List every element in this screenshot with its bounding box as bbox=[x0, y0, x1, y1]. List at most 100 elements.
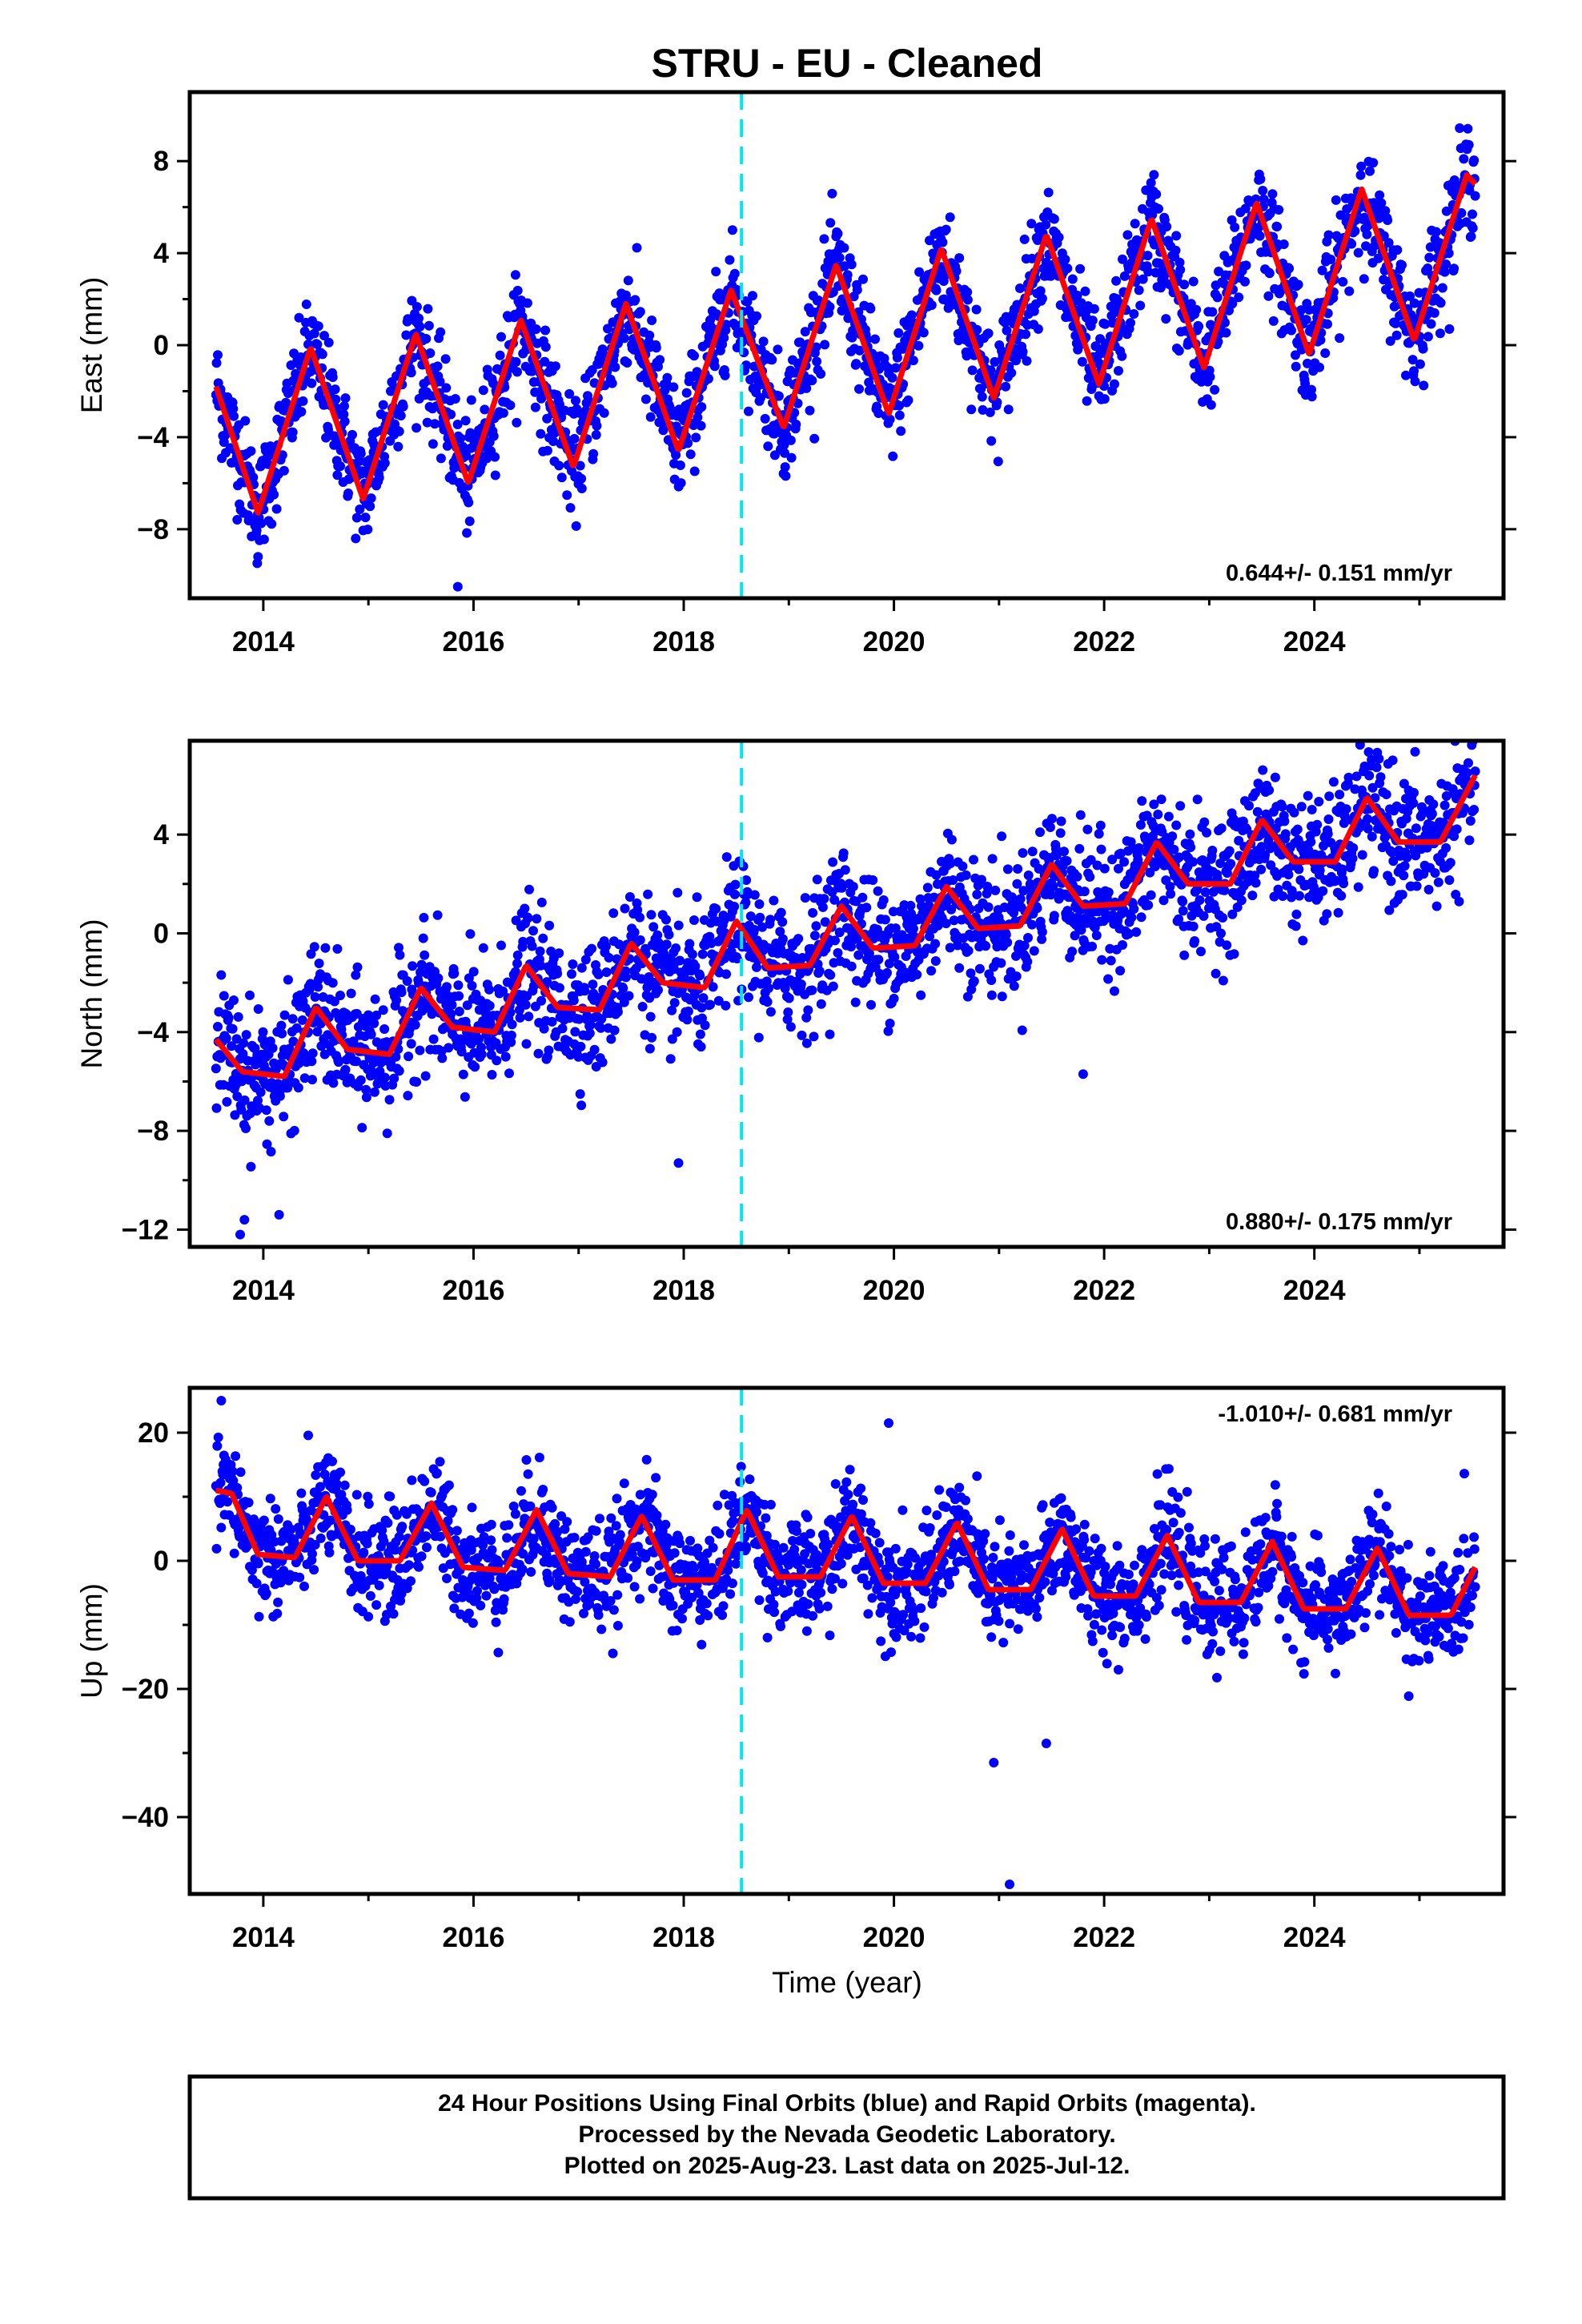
data-point bbox=[359, 1547, 369, 1558]
data-point bbox=[705, 999, 715, 1010]
data-point bbox=[851, 359, 861, 369]
data-point bbox=[795, 337, 805, 348]
data-point bbox=[1012, 879, 1022, 889]
y-tick-label: −4 bbox=[137, 1017, 169, 1048]
data-point bbox=[1002, 937, 1013, 947]
data-point bbox=[916, 990, 926, 1000]
data-point bbox=[1260, 850, 1271, 860]
data-point bbox=[1356, 161, 1367, 171]
data-point bbox=[1191, 304, 1202, 315]
data-point bbox=[769, 895, 779, 906]
data-point bbox=[557, 1023, 568, 1034]
data-point bbox=[574, 1014, 584, 1024]
data-point bbox=[452, 420, 463, 429]
x-tick-label: 2020 bbox=[863, 1275, 926, 1306]
data-point bbox=[1272, 222, 1283, 231]
data-point bbox=[873, 408, 884, 418]
data-point bbox=[819, 234, 829, 244]
data-point bbox=[1060, 254, 1070, 264]
data-point bbox=[1380, 206, 1391, 216]
data-point bbox=[1444, 324, 1455, 334]
data-point bbox=[1293, 279, 1303, 290]
x-tick-label: 2018 bbox=[652, 626, 715, 657]
data-point-outlier bbox=[452, 581, 463, 592]
data-point bbox=[953, 940, 962, 951]
data-point bbox=[990, 885, 1001, 895]
data-point bbox=[303, 1430, 313, 1441]
data-point bbox=[1388, 856, 1399, 866]
data-point bbox=[1037, 934, 1047, 944]
data-point bbox=[571, 396, 580, 406]
data-point bbox=[1258, 186, 1268, 195]
data-point bbox=[1006, 368, 1017, 378]
data-point bbox=[1307, 384, 1316, 395]
data-point bbox=[885, 414, 895, 424]
data-point bbox=[374, 1580, 384, 1590]
data-point bbox=[538, 933, 548, 943]
data-point bbox=[1401, 370, 1411, 380]
data-point bbox=[1114, 366, 1123, 376]
data-point bbox=[331, 394, 341, 404]
data-point bbox=[536, 393, 547, 404]
data-point bbox=[1135, 300, 1146, 311]
data-point bbox=[1175, 264, 1186, 275]
data-point bbox=[1099, 863, 1110, 874]
data-point bbox=[682, 1015, 693, 1025]
data-point bbox=[749, 924, 760, 935]
data-point bbox=[1161, 314, 1171, 324]
data-point bbox=[962, 295, 973, 305]
data-point bbox=[675, 955, 685, 966]
data-point bbox=[1032, 903, 1042, 914]
data-point bbox=[800, 327, 810, 337]
data-point bbox=[781, 471, 791, 481]
data-point bbox=[1013, 864, 1023, 874]
data-point bbox=[393, 441, 404, 452]
data-point bbox=[258, 1027, 268, 1037]
data-point bbox=[1011, 356, 1021, 366]
data-point bbox=[253, 1004, 263, 1014]
data-point bbox=[789, 368, 800, 378]
data-point bbox=[493, 1647, 504, 1658]
data-point bbox=[464, 497, 474, 508]
data-point bbox=[1047, 814, 1057, 824]
data-point bbox=[340, 393, 351, 404]
data-point bbox=[588, 979, 598, 990]
data-point bbox=[599, 408, 609, 418]
data-point bbox=[1174, 257, 1185, 267]
data-point bbox=[807, 376, 817, 386]
data-point bbox=[1072, 290, 1082, 300]
data-point bbox=[987, 854, 998, 864]
data-point bbox=[1103, 974, 1114, 984]
data-point bbox=[632, 905, 643, 915]
data-point bbox=[800, 893, 810, 903]
data-point bbox=[1312, 819, 1323, 830]
data-point bbox=[1018, 347, 1028, 357]
data-point bbox=[1466, 231, 1476, 242]
data-point bbox=[535, 946, 545, 956]
data-point bbox=[416, 959, 427, 970]
data-point bbox=[830, 935, 840, 946]
data-point bbox=[1468, 223, 1478, 233]
data-point bbox=[752, 962, 761, 972]
data-point bbox=[834, 252, 845, 263]
data-point bbox=[793, 398, 803, 408]
data-point bbox=[324, 1547, 335, 1558]
data-point bbox=[1133, 854, 1143, 865]
data-point bbox=[1283, 870, 1294, 880]
data-point bbox=[1386, 876, 1396, 887]
data-point bbox=[689, 466, 700, 476]
data-point bbox=[986, 975, 997, 985]
data-point bbox=[403, 314, 413, 324]
data-point bbox=[777, 934, 788, 944]
data-point bbox=[1126, 318, 1135, 328]
data-point bbox=[658, 425, 669, 436]
data-point bbox=[721, 320, 732, 330]
data-point bbox=[436, 327, 446, 337]
data-point bbox=[1241, 260, 1251, 271]
data-point bbox=[275, 1091, 285, 1101]
data-point bbox=[838, 848, 849, 858]
data-point bbox=[946, 858, 956, 868]
data-point bbox=[648, 922, 659, 932]
data-point bbox=[1234, 835, 1244, 846]
data-point bbox=[949, 915, 959, 926]
